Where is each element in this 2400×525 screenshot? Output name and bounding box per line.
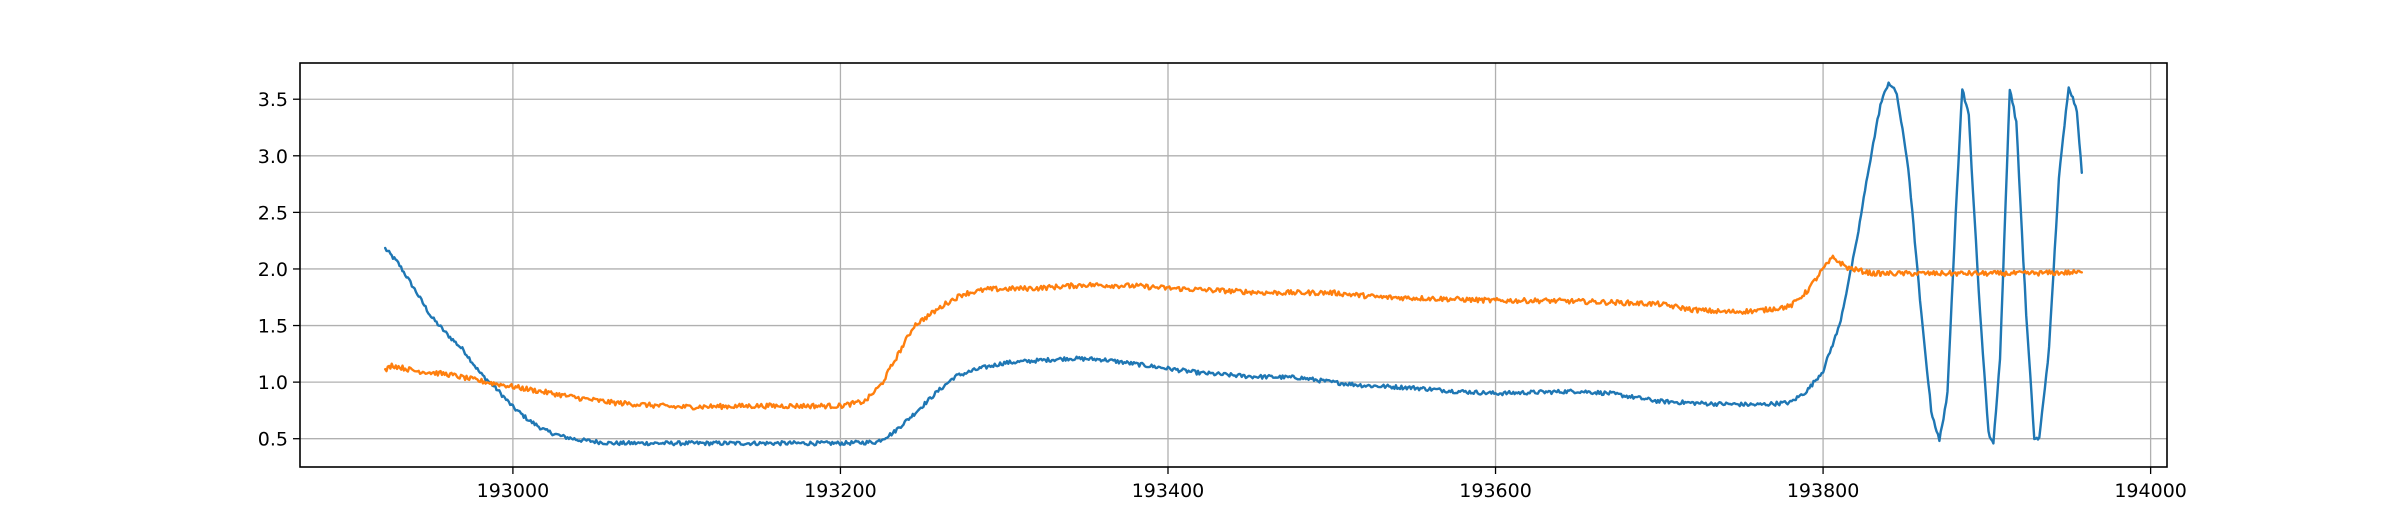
x-tick-label: 194000 bbox=[2114, 480, 2187, 502]
y-tick-label: 1.0 bbox=[258, 372, 288, 394]
y-tick-label: 0.5 bbox=[258, 429, 288, 451]
x-tick-label: 193400 bbox=[1132, 480, 1205, 502]
x-tick-label: 193600 bbox=[1459, 480, 1532, 502]
y-tick-label: 2.0 bbox=[258, 259, 288, 281]
series-line-1 bbox=[384, 81, 2083, 447]
x-tick-label: 193200 bbox=[804, 480, 877, 502]
series-line-2 bbox=[384, 254, 2083, 411]
x-tick-label: 193000 bbox=[477, 480, 550, 502]
y-axis: 0.5 1.0 1.5 2.0 2.5 3.0 3.5 bbox=[258, 89, 300, 451]
y-tick-label: 3.0 bbox=[258, 146, 288, 168]
y-tick-label: 3.5 bbox=[258, 89, 288, 111]
y-tick-label: 1.5 bbox=[258, 316, 288, 338]
x-tick-label: 193800 bbox=[1787, 480, 1860, 502]
plot-frame bbox=[299, 62, 2168, 468]
x-axis: 193000 193200 193400 193600 193800 194000 bbox=[477, 467, 2187, 502]
y-tick-label: 2.5 bbox=[258, 202, 288, 224]
series-group bbox=[384, 81, 2083, 447]
